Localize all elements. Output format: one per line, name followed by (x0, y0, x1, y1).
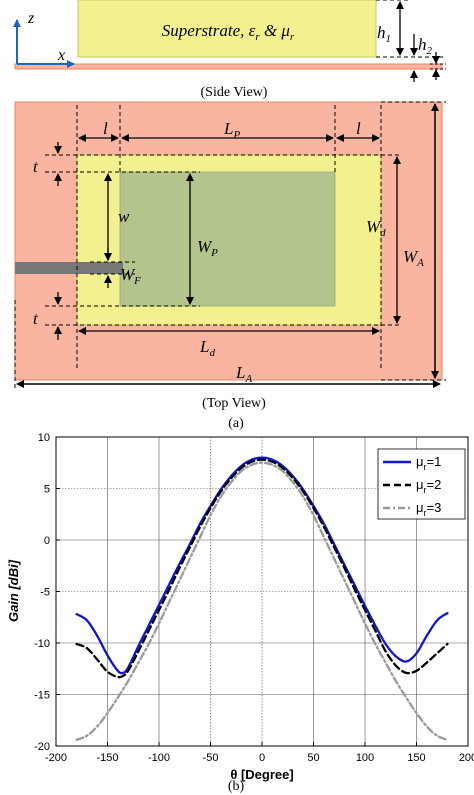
x-tick-label: 50 (307, 752, 319, 764)
wd-label: Wd (366, 217, 386, 239)
x-tick-label: 0 (259, 752, 265, 764)
side-view: Superstrate, εr & μr z x h1 h2 (Side Vie… (13, 0, 446, 100)
x-tick-label: 150 (407, 752, 425, 764)
x-tick-label: 100 (356, 752, 374, 764)
t-top-label: t (33, 157, 39, 176)
ld-label: Ld (199, 337, 215, 359)
top-view-caption: (Top View) (202, 396, 266, 411)
legend-label-3: μr=3 (416, 500, 441, 518)
y-axis-label: Gain [dBi] (6, 559, 21, 622)
superstrate-label: Superstrate, εr & μr (162, 21, 295, 43)
h1-label: h1 (377, 23, 391, 45)
y-tick-label: 0 (44, 535, 50, 547)
gain-chart: -200-150-100-50050100150200-20-15-10-505… (6, 432, 474, 794)
feed-line (15, 262, 123, 274)
z-axis-label: z (27, 10, 35, 27)
legend-label-1: μr=1 (416, 454, 441, 472)
x-axis-label: x (57, 47, 65, 64)
legend-box (377, 448, 466, 520)
side-view-caption: (Side View) (201, 85, 268, 100)
x-tick-label: -200 (45, 752, 67, 764)
l-left-label: l (103, 119, 108, 138)
y-tick-label: -5 (40, 587, 50, 599)
legend-label-2: μr=2 (416, 477, 441, 495)
y-tick-label: 10 (38, 432, 50, 444)
wf-label: WF (120, 265, 141, 287)
t-bottom-label: t (33, 309, 39, 328)
superstrate-layer (77, 0, 377, 58)
top-view: l LP l t w WF WP t Wd WA Ld LA (14, 101, 446, 431)
x-tick-label: 200 (459, 752, 474, 764)
h2-label: h2 (418, 35, 433, 57)
l-right-label: l (356, 119, 361, 138)
patch (119, 171, 336, 307)
la-label: LA (235, 363, 252, 385)
x-tick-label: -100 (148, 752, 170, 764)
chart-series (75, 456, 449, 741)
panel-b-label: (b) (228, 779, 245, 794)
wa-label: WA (403, 247, 424, 269)
y-tick-label: -15 (34, 690, 50, 702)
chart-ticks: -200-150-100-50050100150200-20-15-10-505… (34, 432, 474, 764)
legend: μr=1 μr=2 μr=3 (377, 448, 466, 520)
lp-label: LP (223, 119, 240, 141)
substrate-layer-side (14, 63, 443, 70)
wp-label: WP (197, 237, 218, 259)
y-tick-label: -20 (34, 741, 50, 753)
series-line-mu-3 (75, 461, 449, 741)
x-tick-label: -50 (203, 752, 219, 764)
w-label: w (118, 207, 130, 226)
panel-a-label: (a) (228, 416, 244, 431)
x-tick-label: -150 (96, 752, 118, 764)
series-line-mu-2 (75, 458, 449, 679)
series-line-mu-1 (75, 456, 449, 675)
x-axis-label: θ [Degree] (230, 767, 293, 782)
y-tick-label: -10 (34, 638, 50, 650)
y-tick-label: 5 (44, 484, 50, 496)
